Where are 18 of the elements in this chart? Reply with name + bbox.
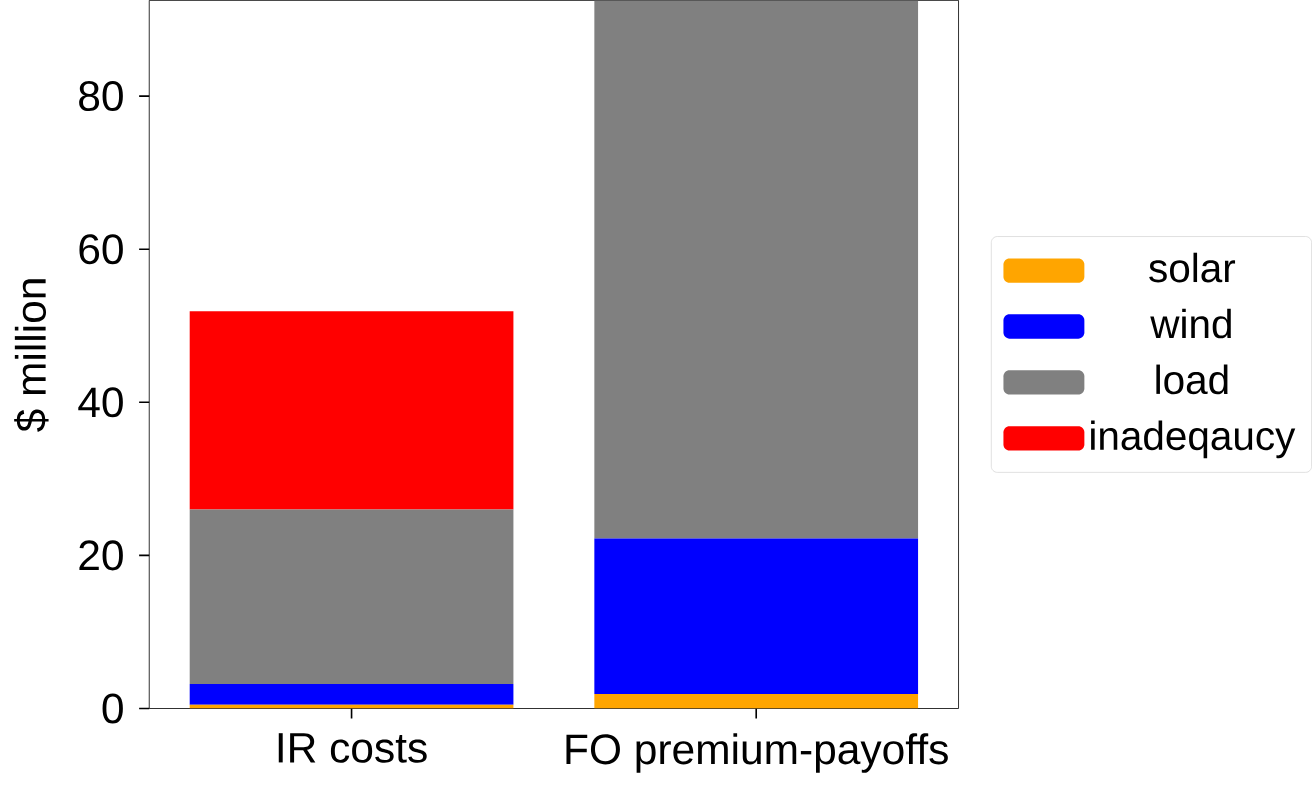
legend-label: wind (1150, 308, 1231, 339)
bar (594, 693, 919, 709)
legend-label: inadeqaucy (1091, 420, 1296, 459)
bar (594, 538, 919, 694)
bar (189, 509, 514, 685)
y-tick-label: 60 (79, 234, 123, 265)
y-axis-title: $ million (14, 279, 49, 432)
bar (594, 0, 919, 539)
bar (189, 311, 514, 510)
legend-label: load (1156, 364, 1228, 395)
legend-label: solar (1149, 252, 1236, 283)
y-tick-label: 40 (78, 387, 123, 418)
y-tick-label: 20 (79, 540, 123, 571)
x-tick-label: IR costs (278, 733, 427, 763)
x-tick-label: FO premium-payoffs (566, 733, 948, 773)
bar (189, 684, 514, 705)
y-tick-label: 0 (102, 693, 123, 724)
y-tick-label: 80 (79, 81, 123, 112)
